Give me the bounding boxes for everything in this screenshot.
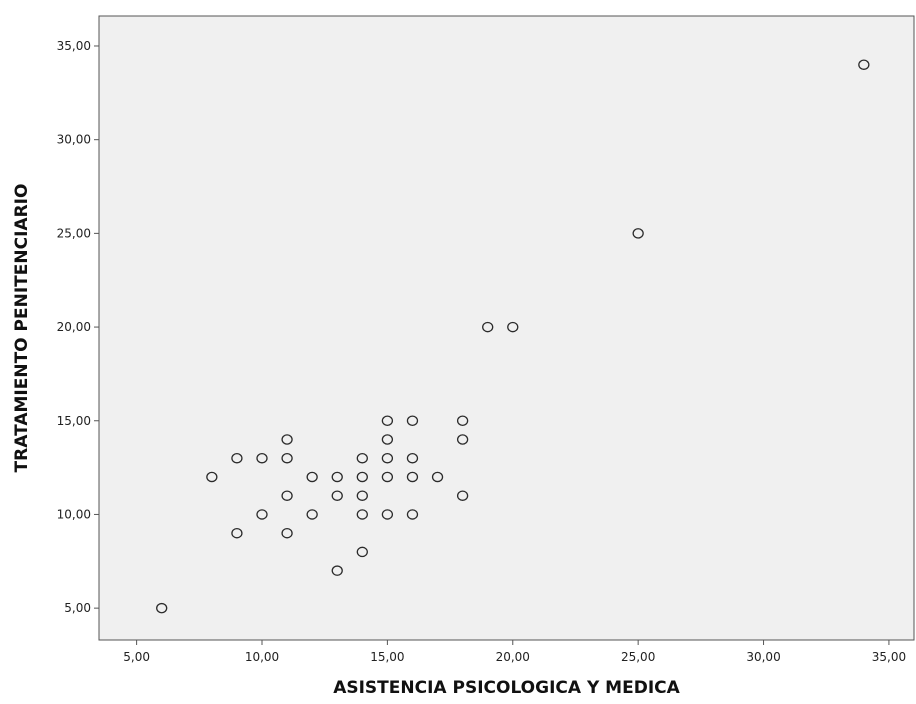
data-point	[381, 415, 394, 427]
y-tick-label: 20,00	[57, 320, 91, 334]
x-axis: 5,00 10,00 15,00 20,00 25,00 30,00 35,00	[123, 640, 906, 664]
y-axis-title: TRATAMIENTO PENITENCIARIO	[12, 184, 32, 473]
data-point	[456, 490, 469, 501]
data-point	[406, 452, 419, 464]
data-point	[381, 509, 394, 520]
data-point	[331, 490, 343, 501]
x-axis-title: ASISTENCIA PSICOLOGICA Y MEDICA	[333, 678, 680, 698]
data-point	[356, 546, 368, 558]
x-tick-label: 10,00	[245, 650, 279, 664]
data-point	[431, 471, 444, 483]
x-tick-label: 30,00	[746, 650, 780, 664]
y-tick-label: 30,00	[57, 133, 91, 147]
data-point	[406, 415, 419, 427]
data-point	[632, 228, 644, 239]
y-tick-label: 25,00	[57, 226, 91, 240]
data-point	[356, 471, 368, 483]
data-point	[456, 434, 469, 445]
data-point	[281, 452, 293, 464]
y-tick-label: 5,00	[64, 601, 91, 615]
x-tick-label: 20,00	[496, 650, 530, 664]
data-point	[456, 415, 469, 427]
data-point	[256, 509, 268, 520]
data-point	[231, 452, 243, 464]
y-tick-label: 35,00	[57, 39, 91, 53]
data-point	[281, 527, 293, 539]
x-tick-label: 5,00	[123, 650, 150, 664]
data-point	[406, 509, 419, 520]
data-point	[281, 434, 293, 445]
x-tick-label: 35,00	[872, 650, 906, 664]
data-points	[156, 59, 870, 614]
data-point	[156, 602, 168, 614]
y-axis: 5,00 10,00 15,00 20,00 25,00 30,00 35,00	[57, 39, 99, 615]
data-point	[858, 59, 870, 70]
data-point	[356, 509, 368, 520]
data-point	[331, 471, 343, 483]
x-tick-label: 15,00	[370, 650, 404, 664]
y-tick-label: 15,00	[57, 414, 91, 428]
data-point	[231, 527, 243, 539]
data-point	[331, 565, 343, 576]
data-point	[381, 452, 394, 464]
x-tick-label: 25,00	[621, 650, 655, 664]
data-point	[381, 434, 394, 445]
data-point	[306, 471, 318, 483]
data-point	[507, 321, 519, 333]
data-point	[356, 452, 368, 464]
data-point	[306, 509, 318, 520]
data-point	[356, 490, 368, 501]
plot-area	[98, 15, 915, 641]
data-point	[256, 452, 268, 464]
data-point	[281, 490, 293, 501]
data-point	[206, 471, 218, 483]
data-point	[381, 471, 394, 483]
data-point	[406, 471, 419, 483]
data-point	[482, 321, 494, 333]
y-tick-label: 10,00	[57, 507, 91, 521]
